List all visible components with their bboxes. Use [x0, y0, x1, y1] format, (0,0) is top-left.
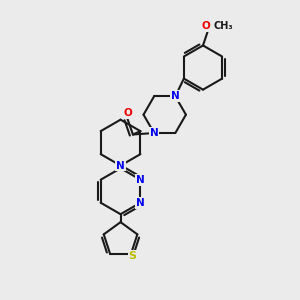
Text: S: S — [128, 250, 136, 261]
Text: O: O — [202, 21, 210, 31]
Text: O: O — [123, 108, 132, 118]
Text: CH₃: CH₃ — [214, 21, 233, 31]
Text: N: N — [150, 128, 158, 138]
Text: N: N — [136, 175, 145, 185]
Text: N: N — [116, 160, 125, 171]
Text: N: N — [171, 91, 180, 101]
Text: N: N — [136, 198, 145, 208]
